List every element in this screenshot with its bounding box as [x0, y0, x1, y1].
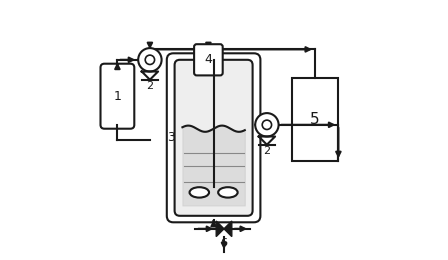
Circle shape — [145, 55, 155, 64]
Circle shape — [255, 113, 279, 136]
FancyBboxPatch shape — [100, 64, 134, 129]
FancyBboxPatch shape — [194, 44, 223, 75]
FancyBboxPatch shape — [175, 60, 253, 216]
Text: 2: 2 — [146, 81, 154, 91]
Ellipse shape — [218, 187, 237, 198]
Circle shape — [262, 120, 271, 129]
Text: 3: 3 — [167, 131, 175, 144]
Text: 5: 5 — [310, 112, 320, 127]
Polygon shape — [224, 221, 232, 237]
Text: 2: 2 — [263, 146, 271, 156]
Text: 4: 4 — [204, 53, 212, 66]
Bar — [292, 78, 338, 161]
Text: 6: 6 — [220, 238, 228, 248]
Circle shape — [138, 48, 162, 72]
FancyBboxPatch shape — [167, 53, 260, 222]
Polygon shape — [216, 221, 224, 237]
Text: 1: 1 — [113, 90, 121, 103]
Ellipse shape — [190, 187, 209, 198]
